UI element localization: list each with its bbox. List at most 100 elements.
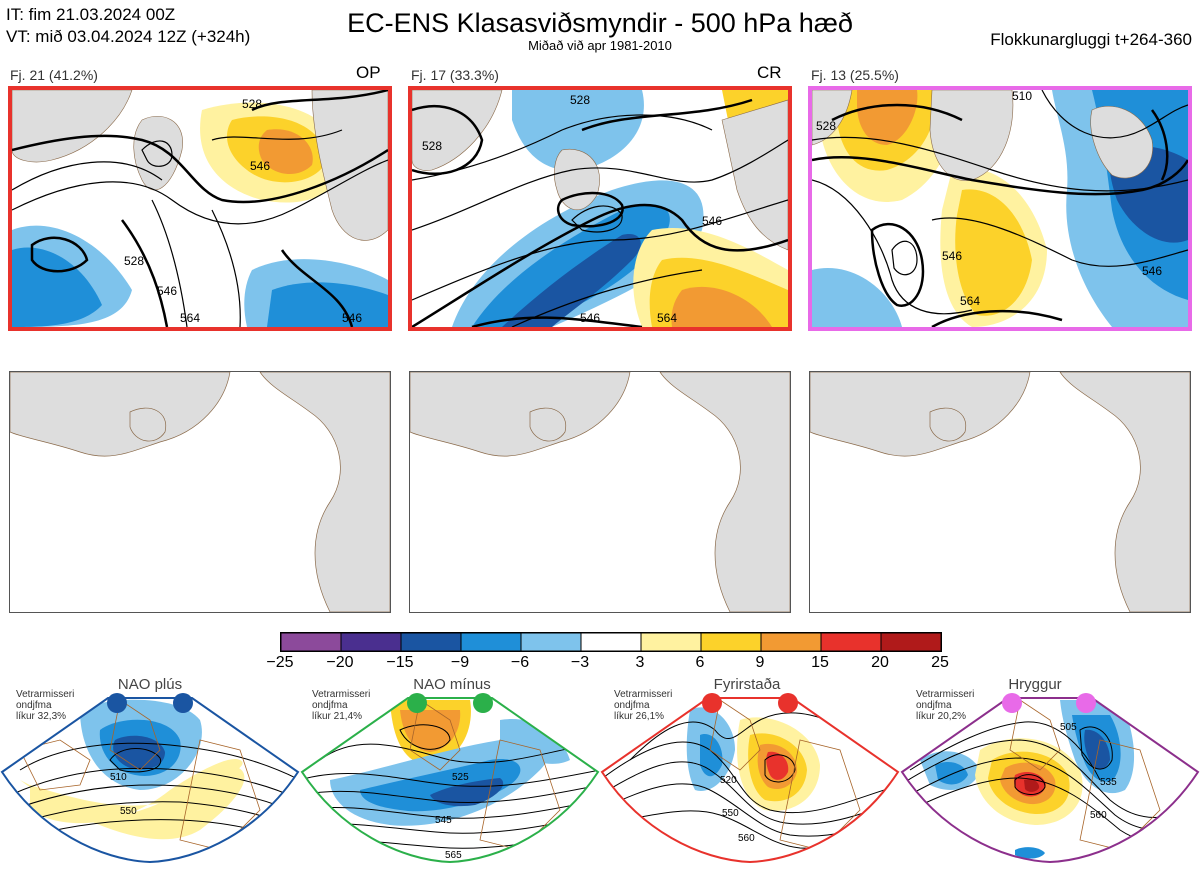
- empty-map-2-svg: [410, 372, 790, 612]
- regime-4-name: Hryggur: [1008, 676, 1062, 693]
- regime-contour-label: 550: [722, 808, 739, 819]
- colorbar-tick: 9: [755, 654, 765, 671]
- regime-info-line: Vetrarmisseri: [16, 689, 75, 700]
- regime-info-line: líkur 20,2%: [916, 711, 967, 722]
- cluster-3-map: 510 528 546 546 564: [808, 86, 1192, 331]
- empty-map-1-svg: [10, 372, 390, 612]
- regime-2-info: Vetrarmisseri ondjfma líkur 21,4%: [312, 689, 370, 722]
- colorbar-segment: [820, 632, 882, 652]
- colorbar-tick: −15: [386, 654, 414, 671]
- colorbar-tick: −3: [570, 654, 590, 671]
- regime-2-dot-right: [473, 693, 493, 713]
- contour-label: 546: [1142, 264, 1162, 278]
- cluster-2-map: 528 528 546 564 546: [408, 86, 792, 331]
- regime-contour-label: 535: [1100, 777, 1117, 788]
- regime-contour-label: 505: [1060, 722, 1077, 733]
- regime-3-dot-right: [778, 693, 798, 713]
- regime-info-line: ondjfma: [916, 700, 952, 711]
- initial-time: IT: fim 21.03.2024 00Z: [6, 5, 176, 24]
- empty-map-1: [9, 371, 391, 613]
- colorbar: [280, 632, 942, 652]
- regime-4-map: 505 535 560: [900, 693, 1200, 864]
- contour-label: 528: [816, 119, 836, 133]
- cluster-1-map: 528 546 528 546 564 546: [8, 86, 392, 331]
- regime-4-dot-right: [1076, 693, 1096, 713]
- contour-label: 546: [342, 311, 362, 325]
- regime-info-line: líkur 32,3%: [16, 711, 67, 722]
- colorbar-segment: [880, 632, 942, 652]
- regime-4-dot-left: [1002, 693, 1022, 713]
- colorbar-tick: 3: [635, 654, 645, 671]
- cluster-3-label: Fj. 13 (25.5%): [811, 67, 899, 83]
- regime-contour-label: 550: [120, 806, 137, 817]
- contour-label: 528: [124, 254, 144, 268]
- colorbar-tick: 15: [811, 654, 829, 671]
- regime-info-line: Vetrarmisseri: [916, 689, 975, 700]
- cluster-2-map-svg: 528 528 546 564 546: [412, 90, 788, 327]
- colorbar-tick: −6: [510, 654, 530, 671]
- page-title: EC-ENS Klasasviðsmyndir - 500 hPa hæð: [347, 8, 853, 38]
- contour-label: 546: [702, 214, 722, 228]
- regime-1-map: 510 550: [0, 693, 300, 864]
- cluster-2-label: Fj. 17 (33.3%): [411, 67, 499, 83]
- colorbar-segment: [520, 632, 582, 652]
- regime-2-dot-left: [407, 693, 427, 713]
- regime-info-line: ondjfma: [312, 700, 348, 711]
- regime-3-map: 520 550 560: [600, 693, 900, 864]
- colorbar-segment: [640, 632, 702, 652]
- empty-map-3: [809, 371, 1191, 613]
- cluster-1-tag: OP: [356, 63, 381, 82]
- colorbar-segment: [340, 632, 402, 652]
- regime-1-name: NAO plús: [117, 676, 183, 693]
- colorbar-tick: −20: [326, 654, 354, 671]
- regime-info-line: ondjfma: [614, 700, 650, 711]
- cluster-3-map-svg: 510 528 546 546 564: [812, 90, 1188, 327]
- regime-contour-label: 560: [738, 833, 755, 844]
- regime-1-dot-left: [107, 693, 127, 713]
- regime-contour-label: 525: [452, 772, 469, 783]
- cluster-1-label: Fj. 21 (41.2%): [10, 67, 98, 83]
- contour-label: 546: [157, 284, 177, 298]
- colorbar-segment: [460, 632, 522, 652]
- regime-2-map: 525 545 565: [300, 693, 600, 864]
- contour-label: 528: [422, 139, 442, 153]
- header-info: IT: fim 21.03.2024 00Z VT: mið 03.04.202…: [6, 4, 250, 48]
- regime-contour-label: 510: [110, 772, 127, 783]
- regime-3-dot-left: [702, 693, 722, 713]
- classification-window: Flokkunargluggi t+264-360: [990, 30, 1192, 49]
- regime-info-line: ondjfma: [16, 700, 52, 711]
- empty-map-3-svg: [810, 372, 1190, 612]
- regime-info-line: líkur 21,4%: [312, 711, 363, 722]
- regime-info-line: Vetrarmisseri: [614, 689, 673, 700]
- contour-label: 546: [942, 249, 962, 263]
- colorbar-segment: [400, 632, 462, 652]
- contour-label: 546: [250, 159, 270, 173]
- contour-label: 528: [242, 97, 262, 111]
- regime-2-name: NAO mínus: [413, 676, 491, 693]
- regime-contour-label: 545: [435, 815, 452, 826]
- valid-time: VT: mið 03.04.2024 12Z (+324h): [6, 27, 251, 46]
- regime-info-line: líkur 26,1%: [614, 711, 665, 722]
- contour-label: 564: [180, 311, 200, 325]
- colorbar-segment: [760, 632, 822, 652]
- cluster-2-tag: CR: [757, 63, 782, 82]
- regime-3-name: Fyrirstaða: [713, 676, 781, 693]
- colorbar-segment: [280, 632, 342, 652]
- cluster-1-map-svg: 528 546 528 546 564 546: [12, 90, 388, 327]
- regime-3-info: Vetrarmisseri ondjfma líkur 26,1%: [614, 689, 672, 722]
- colorbar-tick: 6: [695, 654, 705, 671]
- contour-label: 510: [1012, 90, 1032, 103]
- regime-contour-label: 520: [720, 775, 737, 786]
- contour-label: 564: [960, 294, 980, 308]
- colorbar-tick: 20: [871, 654, 889, 671]
- contour-label: 564: [657, 311, 677, 325]
- colorbar-segment: [700, 632, 762, 652]
- regime-4-info: Vetrarmisseri ondjfma líkur 20,2%: [916, 689, 974, 722]
- colorbar-tick: −25: [266, 654, 294, 671]
- colorbar-tick: −9: [450, 654, 470, 671]
- page-subtitle: Miðað við apr 1981-2010: [528, 38, 672, 53]
- regime-contour-label: 565: [445, 850, 462, 861]
- contour-label: 546: [580, 311, 600, 325]
- colorbar-segment: [580, 632, 642, 652]
- regime-info-line: Vetrarmisseri: [312, 689, 371, 700]
